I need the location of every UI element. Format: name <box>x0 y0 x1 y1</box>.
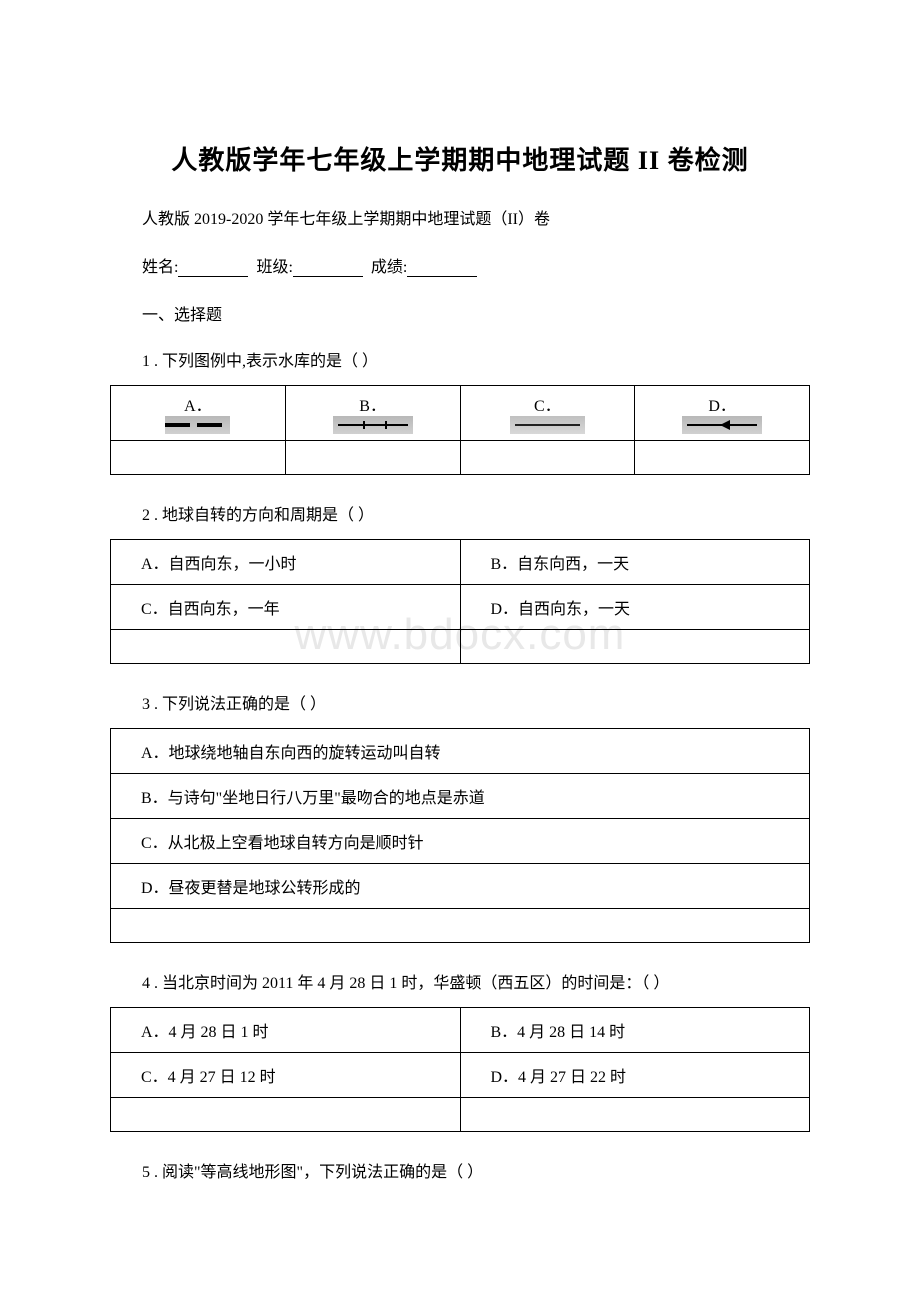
option-c-cell: C． <box>460 386 635 441</box>
option-d-cell: D． <box>635 386 810 441</box>
reservoir-symbol-d-icon <box>682 416 762 434</box>
option-b-label: B． <box>298 392 448 416</box>
option-a-label: A． <box>123 392 273 416</box>
option-b-cell: B．4 月 28 日 14 时 <box>460 1008 810 1053</box>
option-c-cell: C．从北极上空看地球自转方向是顺时针 <box>111 819 810 864</box>
table-row: C．自西向东，一年 D．自西向东，一天 <box>111 585 810 630</box>
table-row <box>111 441 810 475</box>
class-label: 班级: <box>256 259 292 276</box>
table-row: A．4 月 28 日 1 时 B．4 月 28 日 14 时 <box>111 1008 810 1053</box>
option-b-cell: B．自东向西，一天 <box>460 540 810 585</box>
question-4-options-table: A．4 月 28 日 1 时 B．4 月 28 日 14 时 C．4 月 27 … <box>110 1007 810 1132</box>
option-c-label: C． <box>473 392 623 416</box>
question-1-options-table: A． B． C． D． <box>110 385 810 475</box>
option-d-cell: D．4 月 27 日 22 时 <box>460 1053 810 1098</box>
page-title: 人教版学年七年级上学期期中地理试题 II 卷检测 <box>110 140 810 177</box>
option-a-cell: A．地球绕地轴自东向西的旋转运动叫自转 <box>111 729 810 774</box>
table-row: C．4 月 27 日 12 时 D．4 月 27 日 22 时 <box>111 1053 810 1098</box>
option-b-cell: B．与诗句"坐地日行八万里"最吻合的地点是赤道 <box>111 774 810 819</box>
table-row: D．昼夜更替是地球公转形成的 <box>111 864 810 909</box>
question-3-options-table: A．地球绕地轴自东向西的旋转运动叫自转 B．与诗句"坐地日行八万里"最吻合的地点… <box>110 728 810 943</box>
score-label: 成绩: <box>371 259 407 276</box>
name-label: 姓名: <box>142 259 178 276</box>
reservoir-symbol-a-icon <box>165 416 230 434</box>
table-row: A． B． C． D． <box>111 386 810 441</box>
option-a-cell: A．自西向东，一小时 <box>111 540 461 585</box>
table-row: A．自西向东，一小时 B．自东向西，一天 <box>111 540 810 585</box>
reservoir-symbol-c-icon <box>510 416 585 434</box>
section-header: 一、选择题 <box>110 301 810 325</box>
student-info-line: 姓名: 班级: 成绩: <box>110 253 810 277</box>
reservoir-symbol-b-icon <box>333 416 413 434</box>
table-row <box>111 909 810 943</box>
question-5-text: 5 . 阅读"等高线地形图"，下列说法正确的是（ ） <box>110 1158 810 1182</box>
option-a-cell: A．4 月 28 日 1 时 <box>111 1008 461 1053</box>
option-c-cell: C．4 月 27 日 12 时 <box>111 1053 461 1098</box>
table-row: A．地球绕地轴自东向西的旋转运动叫自转 <box>111 729 810 774</box>
question-2-options-table: A．自西向东，一小时 B．自东向西，一天 C．自西向东，一年 D．自西向东，一天 <box>110 539 810 664</box>
table-row <box>111 630 810 664</box>
question-1-text: 1 . 下列图例中,表示水库的是（ ） <box>110 347 810 371</box>
table-row <box>111 1098 810 1132</box>
table-row: C．从北极上空看地球自转方向是顺时针 <box>111 819 810 864</box>
score-blank <box>407 259 477 277</box>
option-d-cell: D．自西向东，一天 <box>460 585 810 630</box>
option-d-cell: D．昼夜更替是地球公转形成的 <box>111 864 810 909</box>
subtitle: 人教版 2019-2020 学年七年级上学期期中地理试题（II）卷 <box>110 205 810 229</box>
option-b-cell: B． <box>285 386 460 441</box>
option-c-cell: C．自西向东，一年 <box>111 585 461 630</box>
option-a-cell: A． <box>111 386 286 441</box>
question-3-text: 3 . 下列说法正确的是（ ） <box>110 690 810 714</box>
question-2-text: 2 . 地球自转的方向和周期是（ ） <box>110 501 810 525</box>
question-4-text: 4 . 当北京时间为 2011 年 4 月 28 日 1 时，华盛顿（西五区）的… <box>110 969 810 993</box>
class-blank <box>293 259 363 277</box>
table-row: B．与诗句"坐地日行八万里"最吻合的地点是赤道 <box>111 774 810 819</box>
option-d-label: D． <box>647 392 797 416</box>
name-blank <box>178 259 248 277</box>
